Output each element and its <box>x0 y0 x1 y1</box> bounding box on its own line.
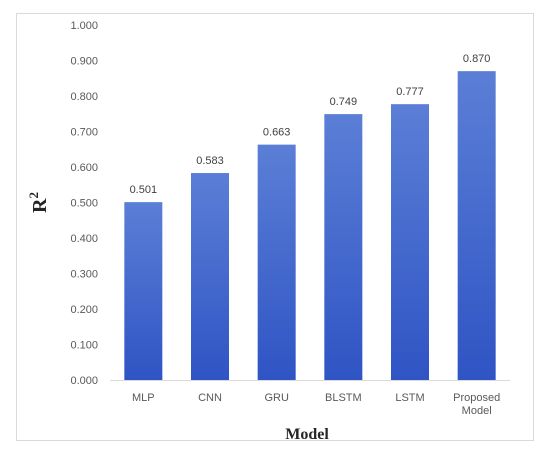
y-tick-label: 0.000 <box>70 375 98 387</box>
y-axis-ticks: 0.000 0.100 0.200 0.300 0.400 0.500 0.600 0.700… <box>70 20 98 387</box>
y-axis-title-superscript: 2 <box>26 192 41 199</box>
x-axis-ticks: MLP CNN GRU BLSTM LSTM Proposed Model <box>132 392 500 417</box>
y-tick-label: 1.000 <box>70 20 98 32</box>
bar <box>391 104 429 380</box>
bar-value-label: 0.749 <box>330 96 358 108</box>
x-tick-label: CNN <box>198 392 222 404</box>
data-labels-group: 0.501 0.583 0.663 0.749 0.777 0.870 <box>130 53 491 196</box>
bar <box>257 144 296 380</box>
y-tick-label: 0.800 <box>70 91 98 103</box>
bars-group <box>124 71 496 381</box>
bar-value-label: 0.583 <box>196 155 224 167</box>
y-tick-label: 0.700 <box>70 127 98 139</box>
bar-value-label: 0.777 <box>396 86 424 98</box>
bar-value-label: 0.663 <box>263 127 291 139</box>
y-tick-label: 0.400 <box>70 233 98 245</box>
y-tick-label: 0.900 <box>70 56 98 68</box>
x-tick-label: BLSTM <box>325 392 362 404</box>
x-axis-title: Model <box>285 426 329 443</box>
x-tick-label: Proposed Model <box>453 392 500 417</box>
y-tick-label: 0.500 <box>70 198 98 210</box>
x-tick-label: GRU <box>264 392 289 404</box>
y-tick-label: 0.100 <box>70 340 98 352</box>
bar-value-label: 0.870 <box>463 53 491 65</box>
bar <box>324 114 363 380</box>
y-axis-title-base: R <box>29 198 51 213</box>
bar <box>191 173 229 380</box>
bar-value-label: 0.501 <box>130 184 158 196</box>
x-tick-label: MLP <box>132 392 155 404</box>
y-axis-title: R2 <box>26 192 51 213</box>
y-tick-label: 0.600 <box>70 162 98 174</box>
x-tick-label: LSTM <box>395 392 424 404</box>
bar <box>457 71 496 381</box>
y-tick-label: 0.200 <box>70 304 98 316</box>
y-tick-label: 0.300 <box>70 269 98 281</box>
bar <box>124 202 163 380</box>
